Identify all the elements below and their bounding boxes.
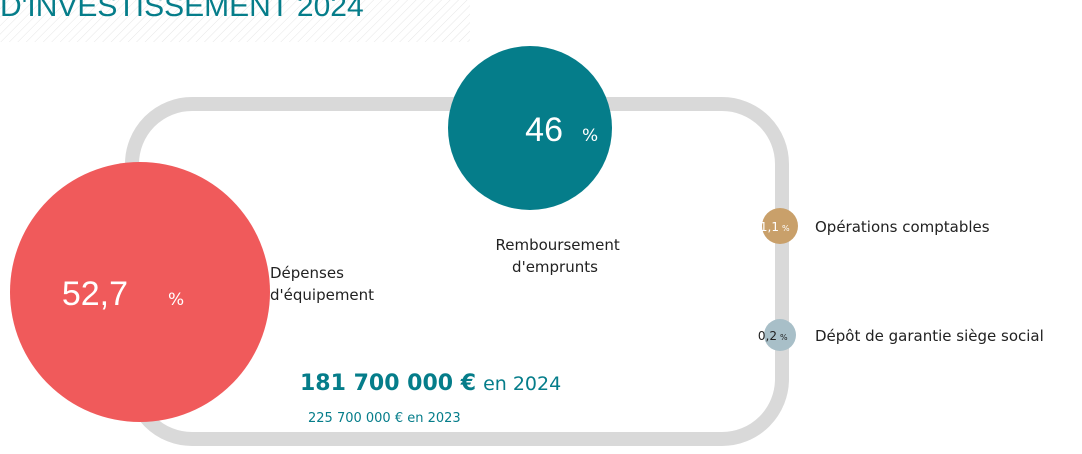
bubble (448, 46, 612, 210)
bubble-label: Dépôt de garantie siège social (815, 327, 1044, 345)
label-line: Remboursement (495, 236, 619, 254)
bubble-value: 52,7 (62, 275, 128, 313)
bubble (10, 162, 270, 422)
label-line: d'équipement (270, 286, 374, 304)
bubble-unit: % (780, 333, 788, 342)
bubble (764, 319, 796, 351)
bubble-label: Dépenses d'équipement (270, 264, 374, 304)
previous: 225 700 000 € en 2023 (308, 411, 461, 426)
label-line: Dépenses (270, 264, 344, 282)
bubble-unit: % (782, 224, 790, 233)
total-suffix: en 2024 (483, 373, 561, 395)
label-line: d'emprunts (512, 258, 598, 276)
total-amount: 181 700 000 € (300, 371, 476, 396)
bubble-label: Remboursement d'emprunts (495, 236, 624, 276)
bubble-label: Opérations comptables (815, 218, 990, 236)
bubble (762, 208, 798, 244)
bubble-value: 1,1 (760, 220, 779, 234)
bubble-value: 0,2 (758, 329, 777, 343)
title: D'INVESTISSEMENT 2024 (0, 0, 364, 23)
bubble-value: 46 (525, 111, 563, 149)
bubble-unit: % (582, 126, 598, 146)
title-hatch (0, 0, 470, 42)
total: 181 700 000 € en 2024 (300, 371, 561, 396)
bubble-unit: % (168, 290, 184, 310)
